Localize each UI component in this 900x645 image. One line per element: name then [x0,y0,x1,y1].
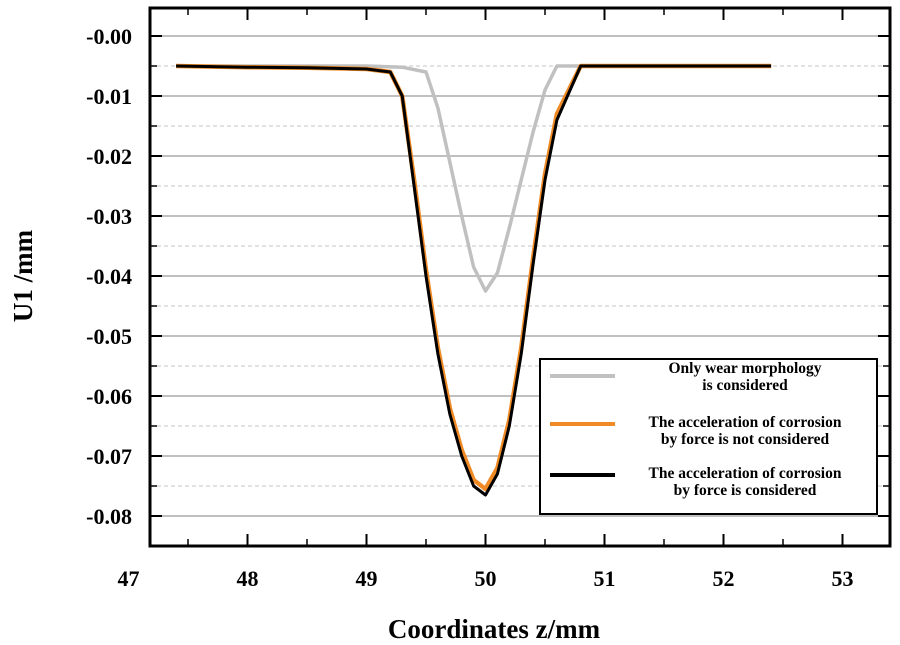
y-tick-label: -0.01 [86,84,132,109]
axis-ticks [150,8,890,546]
y-tick-label: -0.02 [86,144,132,169]
y-tick-label: -0.04 [86,264,132,289]
series-lines [176,63,772,497]
x-tick-label: 50 [475,566,497,591]
y-tick-label: -0.08 [86,504,132,529]
y-tick-label: -0.00 [86,24,132,49]
legend-entry-text: The acceleration of corrosion [649,465,842,482]
legend-entry-text: Only wear morphology [669,360,822,377]
y-tick-label: -0.06 [86,384,132,409]
x-tick-label: 49 [356,566,378,591]
x-tick-label: 52 [713,566,735,591]
legend-entry-text: is considered [702,377,788,394]
x-tick-label: 53 [832,566,854,591]
series-line [176,64,772,293]
y-tick-label: -0.03 [86,204,132,229]
x-tick-labels: 47 48 49 50 51 52 53 [118,566,854,591]
x-tick-label: 48 [237,566,259,591]
legend-entry-text: The acceleration of corrosion [649,414,842,431]
y-tick-labels: -0.00 -0.01 -0.02 -0.03 -0.04 -0.05 -0.06 -0.07… [86,24,132,529]
x-axis-title: Coordinates z/mm [388,614,601,644]
x-tick-label: 51 [594,566,616,591]
legend-entry-text: by force is not considered [661,431,830,448]
series-line [176,64,772,497]
legend-entry-text: by force is considered [674,482,817,499]
y-tick-label: -0.05 [86,324,132,349]
x-tick-label: 47 [118,566,140,591]
y-tick-label: -0.07 [86,444,132,469]
legend-box [539,358,878,515]
y-axis-title: U1 /mm [8,229,38,322]
